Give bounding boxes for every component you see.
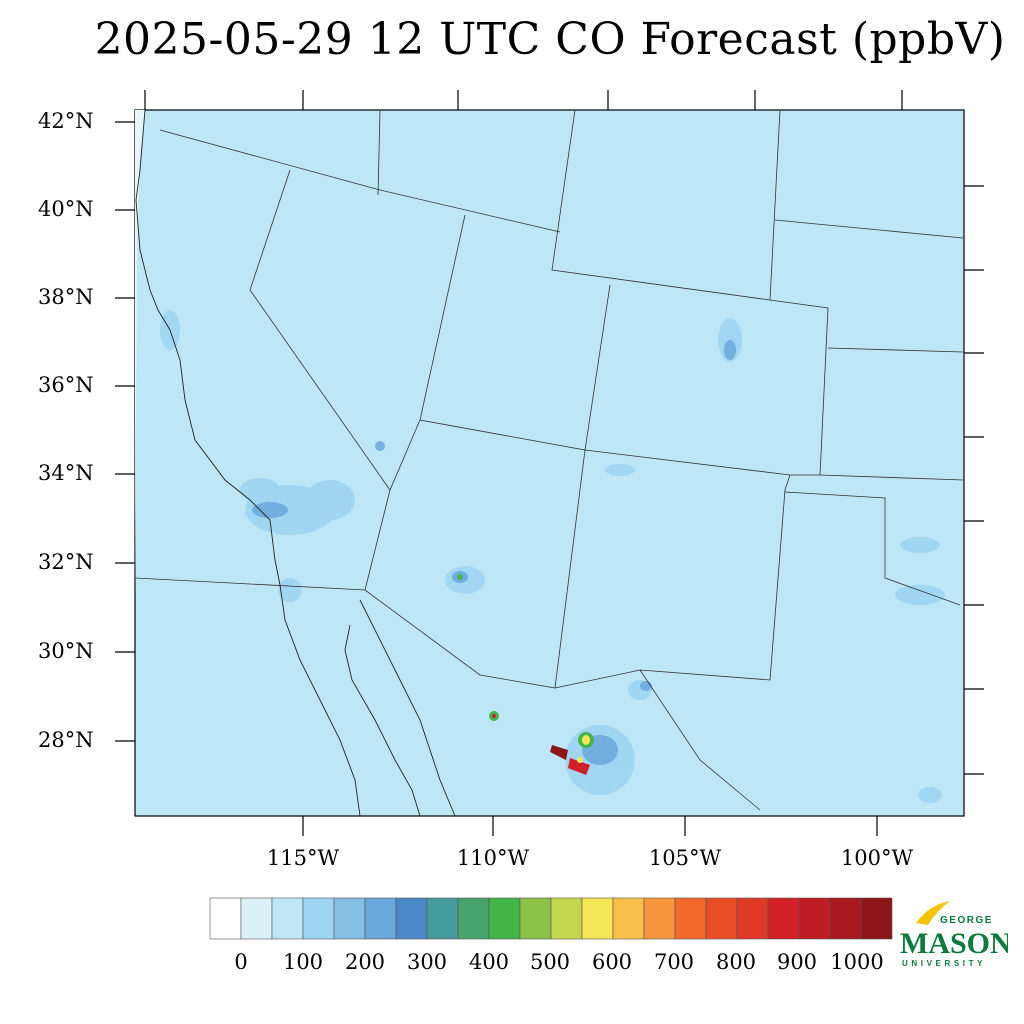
logo-line3: UNIVERSITY: [902, 959, 986, 968]
colorbar-swatch: [767, 897, 800, 940]
colorbar-label-300: 300: [406, 950, 448, 974]
colorbar-swatch: [612, 897, 645, 940]
colorbar-swatch: [736, 897, 769, 940]
lon-label-105: 105°W: [648, 846, 722, 870]
colorbar-label-1000: 1000: [830, 950, 884, 974]
map-panel: [134, 109, 965, 817]
colorbar-swatch: [240, 897, 273, 940]
lon-label-110: 110°W: [456, 846, 530, 870]
colorbar-swatch: [209, 897, 242, 940]
colorbar-label-500: 500: [529, 950, 571, 974]
colorbar-swatch: [705, 897, 738, 940]
colorbar: [209, 897, 893, 940]
lat-label-38: 38°N: [38, 285, 94, 309]
colorbar-swatch: [519, 897, 552, 940]
lat-label-40: 40°N: [38, 197, 94, 221]
colorbar-swatch: [643, 897, 676, 940]
state-borders: [134, 109, 964, 811]
lat-label-28: 28°N: [38, 728, 94, 752]
logo-line1: GEORGE: [940, 915, 993, 926]
colorbar-label-700: 700: [653, 950, 695, 974]
colorbar-label-0: 0: [234, 950, 248, 974]
colorbar-swatch: [674, 897, 707, 940]
colorbar-label-200: 200: [344, 950, 386, 974]
mainland-coast: [359, 599, 456, 817]
colorbar-swatch: [426, 897, 459, 940]
colorbar-swatch: [581, 897, 614, 940]
lat-label-34: 34°N: [38, 461, 94, 485]
lat-label-42: 42°N: [38, 109, 94, 133]
colorbar-swatch: [798, 897, 831, 940]
axis-ticks: [115, 90, 984, 836]
coastline: [135, 109, 361, 817]
colorbar-swatch: [302, 897, 335, 940]
lon-label-100: 100°W: [840, 846, 914, 870]
ocean-edge: [135, 110, 145, 816]
logo-line2: MASON: [900, 927, 1008, 960]
lat-label-32: 32°N: [38, 550, 94, 574]
colorbar-swatch: [829, 897, 862, 940]
colorbar-swatch: [395, 897, 428, 940]
colorbar-label-400: 400: [468, 950, 510, 974]
page-title: 2025-05-29 12 UTC CO Forecast (ppbV): [94, 14, 1006, 65]
colorbar-label-900: 900: [776, 950, 818, 974]
colorbar-swatch: [550, 897, 583, 940]
colorbar-label-100: 100: [282, 950, 324, 974]
colorbar-label-600: 600: [591, 950, 633, 974]
colorbar-swatch: [364, 897, 397, 940]
lon-label-115: 115°W: [266, 846, 340, 870]
logo-swoosh-icon: [916, 901, 950, 925]
lat-label-36: 36°N: [38, 373, 94, 397]
colorbar-swatch: [488, 897, 521, 940]
gmu-logo: GEORGE MASON UNIVERSITY: [900, 901, 1008, 968]
colorbar-swatch: [860, 897, 893, 940]
lat-label-30: 30°N: [38, 639, 94, 663]
colorbar-swatch: [333, 897, 366, 940]
colorbar-swatch: [457, 897, 490, 940]
gulf-coast: [344, 624, 421, 817]
colorbar-label-800: 800: [715, 950, 757, 974]
co-hotspots: [457, 574, 594, 775]
colorbar-swatch: [271, 897, 304, 940]
